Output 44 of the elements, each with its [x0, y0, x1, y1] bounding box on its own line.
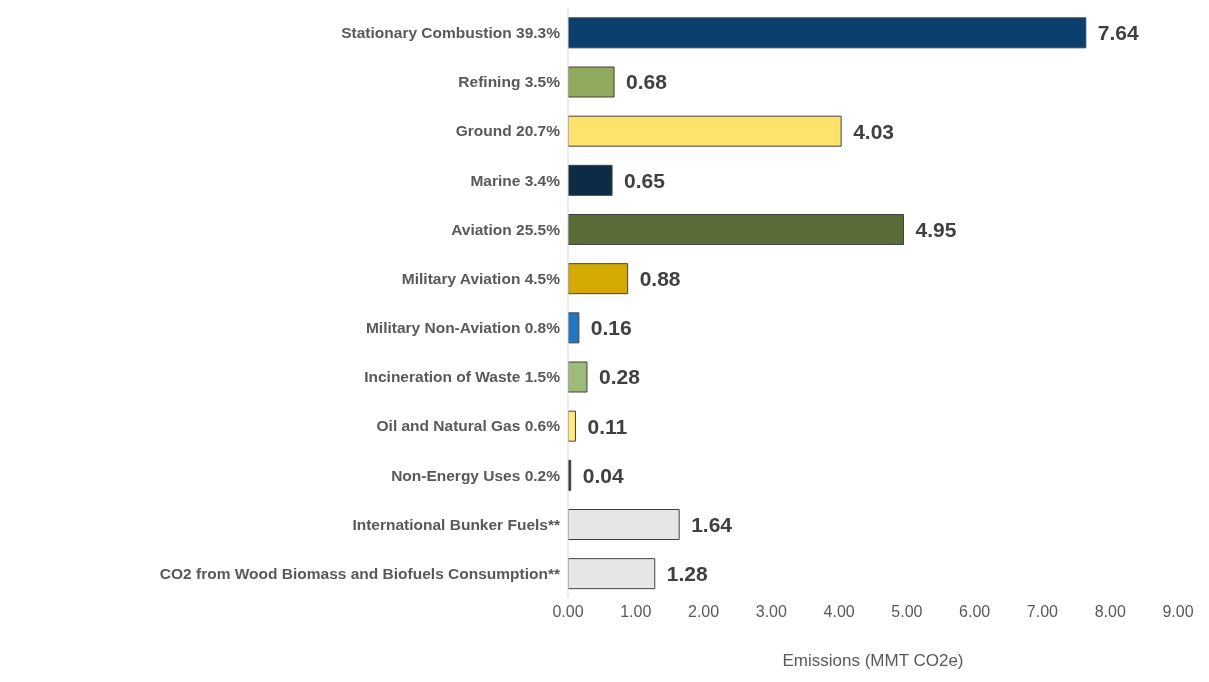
y-tick-label: Aviation 25.5%: [451, 220, 561, 238]
data-label: 0.88: [639, 267, 681, 291]
y-tick-label: Military Non-Aviation 0.8%: [365, 319, 561, 337]
x-tick-label: 7.00: [1026, 603, 1059, 621]
y-tick-label: Military Aviation 4.5%: [401, 269, 561, 287]
bar: [568, 361, 588, 393]
data-label: 4.03: [853, 119, 895, 143]
y-tick-label: CO2 from Wood Biomass and Biofuels Consumption**: [159, 564, 561, 582]
bar: [568, 558, 656, 590]
bar: [568, 115, 842, 147]
x-tick-label: 5.00: [891, 603, 923, 621]
data-label: 1.64: [691, 512, 733, 536]
x-tick-label: 3.00: [755, 603, 788, 621]
x-tick-label: 2.00: [687, 603, 720, 621]
x-tick-label: 4.00: [823, 603, 855, 621]
x-tick-label: 0.00: [552, 603, 584, 621]
y-tick-label: Non-Energy Uses 0.2%: [391, 466, 561, 484]
x-tick-label: 1.00: [620, 603, 652, 621]
x-tick-label: 9.00: [1162, 603, 1194, 621]
bar: [568, 17, 1087, 49]
bar: [568, 164, 613, 196]
y-tick-label: Refining 3.5%: [458, 73, 561, 91]
data-label: 0.65: [624, 168, 666, 192]
data-label: 4.95: [915, 217, 957, 241]
data-label: 0.11: [587, 414, 628, 438]
x-axis-title: Emissions (MMT CO2e): [782, 651, 964, 670]
data-label: 0.68: [626, 70, 668, 94]
y-tick-label: Marine 3.4%: [470, 171, 561, 189]
bar: [568, 214, 904, 245]
y-tick-label: Ground 20.7%: [455, 122, 561, 140]
data-label: 0.28: [598, 365, 641, 389]
data-label: 1.28: [666, 562, 708, 586]
x-tick-label: 8.00: [1094, 603, 1126, 621]
y-tick-label: Stationary Combustion 39.3%: [341, 24, 561, 42]
bar: [568, 509, 680, 540]
x-tick-label: 6.00: [959, 603, 991, 621]
y-tick-label: International Bunker Fuels**: [352, 515, 561, 533]
bar: [568, 263, 629, 295]
data-label: 7.64: [1097, 21, 1140, 45]
data-label: 0.16: [590, 316, 632, 340]
bar: [568, 66, 615, 98]
y-tick-label: Incineration of Waste 1.5%: [364, 368, 561, 386]
y-tick-label: Oil and Natural Gas 0.6%: [376, 417, 561, 435]
data-label: 0.04: [582, 463, 624, 487]
